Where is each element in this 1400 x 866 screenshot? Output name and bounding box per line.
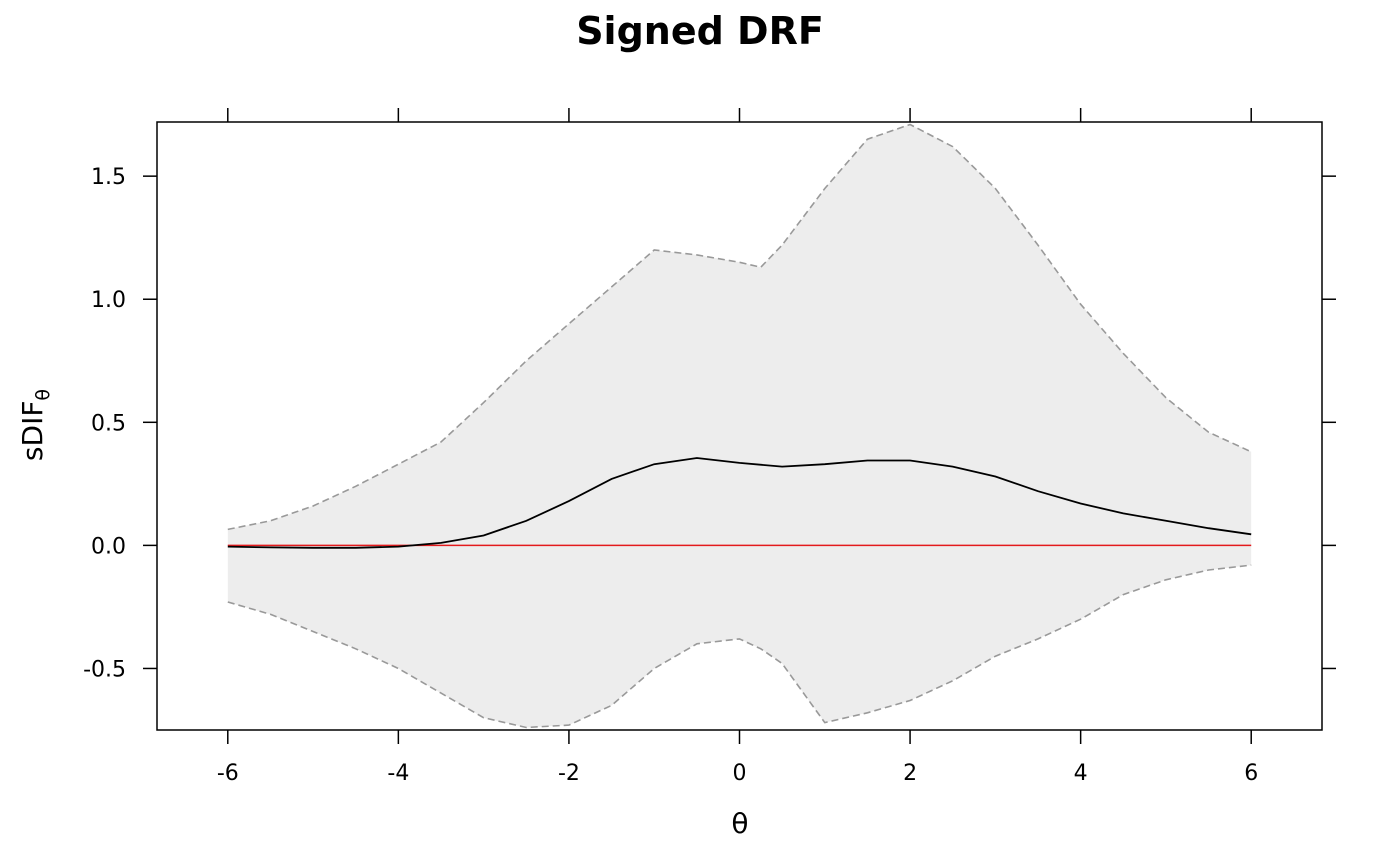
y-axis-label-main: sDIF [16, 401, 49, 462]
x-tick-label: -4 [387, 761, 409, 786]
x-tick-label: 6 [1244, 761, 1258, 786]
y-tick-label: 1.0 [91, 288, 126, 313]
x-tick-label: 2 [903, 761, 917, 786]
y-axis-label-subscript: θ [32, 389, 54, 401]
y-tick-label: -0.5 [83, 657, 126, 682]
x-tick-label: -6 [217, 761, 239, 786]
x-tick-label: 0 [733, 761, 747, 786]
x-tick-label: 4 [1074, 761, 1088, 786]
confidence-band [227, 124, 1252, 728]
upper-ci-line [227, 123, 1252, 531]
x-axis-label: θ [731, 807, 748, 840]
lower-ci-line [227, 564, 1252, 729]
y-axis-label: sDIFθ [16, 389, 54, 461]
x-tick-label: -2 [558, 761, 580, 786]
y-tick-label: 0.5 [91, 411, 126, 436]
chart-title: Signed DRF [576, 9, 824, 53]
plot-area [227, 123, 1252, 729]
estimate-line [227, 457, 1252, 549]
axes: -6 -4 -2 0 2 4 6 -0.5 0.0 0.5 1.0 1.5 [83, 108, 1336, 786]
y-tick-label: 0.0 [91, 534, 126, 559]
y-tick-label: 1.5 [91, 165, 126, 190]
